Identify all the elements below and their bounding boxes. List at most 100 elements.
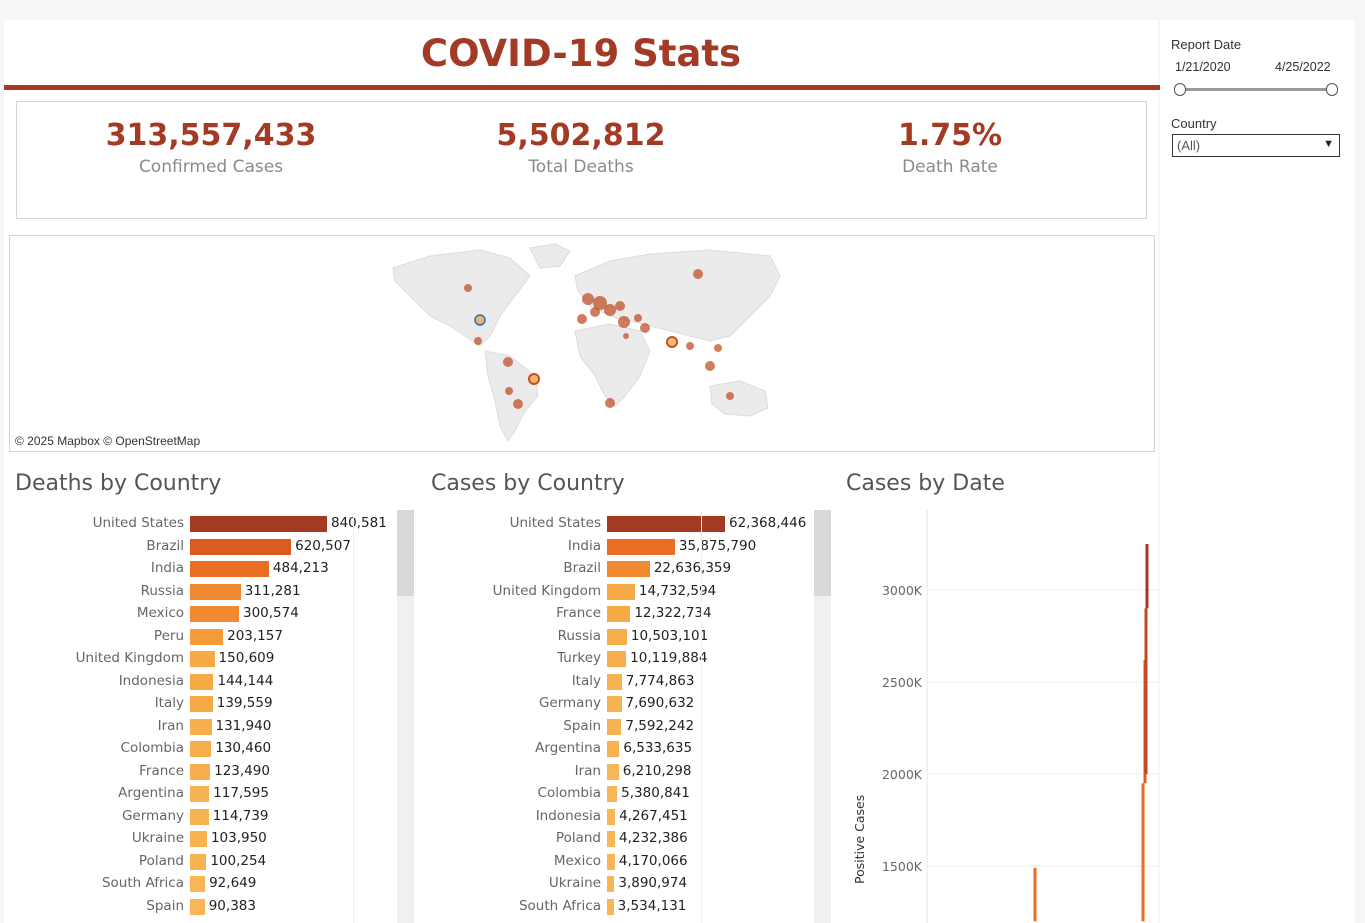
bar[interactable] <box>607 561 650 577</box>
bar-value: 35,875,790 <box>678 537 757 554</box>
case-bubbles <box>464 269 734 409</box>
map-canvas[interactable] <box>10 236 1155 452</box>
bar-row[interactable]: Iran 131,940 <box>4 716 404 738</box>
bar[interactable] <box>607 831 615 847</box>
bar-row[interactable]: United Kingdom 14,732,594 <box>421 581 821 603</box>
bar-row[interactable]: South Africa 92,649 <box>4 873 404 895</box>
bar-row[interactable]: Indonesia 4,267,451 <box>421 806 821 828</box>
bar[interactable] <box>607 876 615 892</box>
bar[interactable] <box>607 628 627 645</box>
bar[interactable] <box>190 516 327 532</box>
bar[interactable] <box>607 741 620 757</box>
bar-row[interactable]: United States 840,581 <box>4 513 404 535</box>
bar[interactable] <box>190 583 241 600</box>
bar-row[interactable]: Mexico 300,574 <box>4 603 404 625</box>
date-end-handle[interactable] <box>1326 83 1338 96</box>
bar-row[interactable]: Brazil 22,636,359 <box>421 558 821 580</box>
bar[interactable] <box>190 606 239 622</box>
bar[interactable] <box>607 696 622 712</box>
bar-value: 10,119,884 <box>630 650 708 666</box>
bar-row[interactable]: Colombia 5,380,841 <box>421 783 821 805</box>
bar-row[interactable]: Germany 7,690,632 <box>421 693 821 715</box>
bar[interactable] <box>607 583 635 600</box>
scrollbar-thumb[interactable] <box>397 510 414 596</box>
bar-row[interactable]: Italy 7,774,863 <box>421 671 821 693</box>
country-label: Iran <box>157 717 184 734</box>
chevron-down-icon[interactable]: ▼ <box>1323 138 1334 150</box>
bar[interactable] <box>190 786 210 802</box>
bar-row[interactable]: France 12,322,734 <box>421 603 821 625</box>
bar-row[interactable]: South Africa 3,534,131 <box>421 896 821 918</box>
bar-row[interactable]: Colombia 130,460 <box>4 738 404 760</box>
date-range-track[interactable] <box>1180 88 1334 91</box>
bar[interactable] <box>607 718 622 735</box>
country-label: India <box>567 537 601 554</box>
bar-row[interactable]: India 484,213 <box>4 558 404 580</box>
bar[interactable] <box>190 831 207 847</box>
bar-row[interactable]: Turkey 10,119,884 <box>421 648 821 670</box>
bar-row[interactable]: United States 62,368,446 <box>421 513 821 535</box>
bar[interactable] <box>190 853 207 870</box>
cases-scrollbar[interactable] <box>814 510 831 923</box>
bar[interactable] <box>190 561 269 577</box>
bar[interactable] <box>190 673 214 690</box>
bar-row[interactable]: Germany 114,739 <box>4 806 404 828</box>
bar[interactable] <box>607 853 615 870</box>
country-label: Germany <box>121 807 184 824</box>
bar-row[interactable]: Indonesia 144,144 <box>4 671 404 693</box>
bar-value: 484,213 <box>272 560 329 576</box>
bar-row[interactable]: Poland 4,232,386 <box>421 828 821 850</box>
bar-row[interactable]: Italy 139,559 <box>4 693 404 715</box>
world-map[interactable]: © 2025 Mapbox © OpenStreetMap <box>9 235 1155 452</box>
bar[interactable] <box>607 673 622 690</box>
bar[interactable] <box>190 538 292 555</box>
bar-row[interactable]: Ukraine 3,890,974 <box>421 873 821 895</box>
country-label: Germany <box>538 695 601 711</box>
bar-row[interactable]: Brazil 620,507 <box>4 536 404 558</box>
bar-row[interactable]: France 123,490 <box>4 761 404 783</box>
deaths-scrollbar[interactable] <box>397 510 414 923</box>
bar-row[interactable]: Ukraine 103,950 <box>4 828 404 850</box>
bar-row[interactable]: Russia 10,503,101 <box>421 626 821 648</box>
bar-row[interactable]: Spain 7,592,242 <box>421 716 821 738</box>
bar-row[interactable]: United Kingdom 150,609 <box>4 648 404 670</box>
country-label: Russia <box>140 582 184 599</box>
bar[interactable] <box>607 538 675 555</box>
bar[interactable] <box>190 898 205 915</box>
bar-value: 10,503,101 <box>630 627 709 644</box>
bar-row[interactable]: Peru 203,157 <box>4 626 404 648</box>
bar-row[interactable]: Spain 90,383 <box>4 896 404 918</box>
country-label: Spain <box>563 717 601 734</box>
date-start: 1/21/2020 <box>1175 60 1231 74</box>
bar-row[interactable]: India 35,875,790 <box>421 536 821 558</box>
y-tick-label: 3000K <box>882 583 923 598</box>
bar[interactable] <box>190 718 212 735</box>
bar-row[interactable]: Argentina 117,595 <box>4 783 404 805</box>
bar-row[interactable]: Iran 6,210,298 <box>421 761 821 783</box>
bar[interactable] <box>190 763 211 780</box>
scrollbar-thumb[interactable] <box>814 510 831 596</box>
map-attribution[interactable]: © 2025 Mapbox © OpenStreetMap <box>15 434 201 448</box>
bar-row[interactable]: Poland 100,254 <box>4 851 404 873</box>
bar[interactable] <box>607 651 627 667</box>
date-start-handle[interactable] <box>1174 83 1186 96</box>
date-end: 4/25/2022 <box>1275 60 1331 74</box>
bar[interactable] <box>190 876 206 892</box>
bar[interactable] <box>190 651 215 667</box>
bar[interactable] <box>190 628 224 645</box>
bar[interactable] <box>190 741 212 757</box>
bar-row[interactable]: Mexico 4,170,066 <box>421 851 821 873</box>
bar[interactable] <box>607 898 614 915</box>
country-label: Colombia <box>120 740 184 756</box>
bar[interactable] <box>607 516 725 532</box>
bar-row[interactable]: Russia 311,281 <box>4 581 404 603</box>
bar[interactable] <box>607 808 616 825</box>
bar[interactable] <box>190 808 209 825</box>
country-select[interactable]: (All) ▼ <box>1172 134 1340 157</box>
bar[interactable] <box>190 696 213 712</box>
bar[interactable] <box>607 786 618 802</box>
bar[interactable] <box>607 763 619 780</box>
bar-row[interactable]: Argentina 6,533,635 <box>421 738 821 760</box>
cases-by-date-chart[interactable]: 3000K 2500K 2000K 1500K Positive Cases <box>830 510 1158 923</box>
bar[interactable] <box>607 606 631 622</box>
